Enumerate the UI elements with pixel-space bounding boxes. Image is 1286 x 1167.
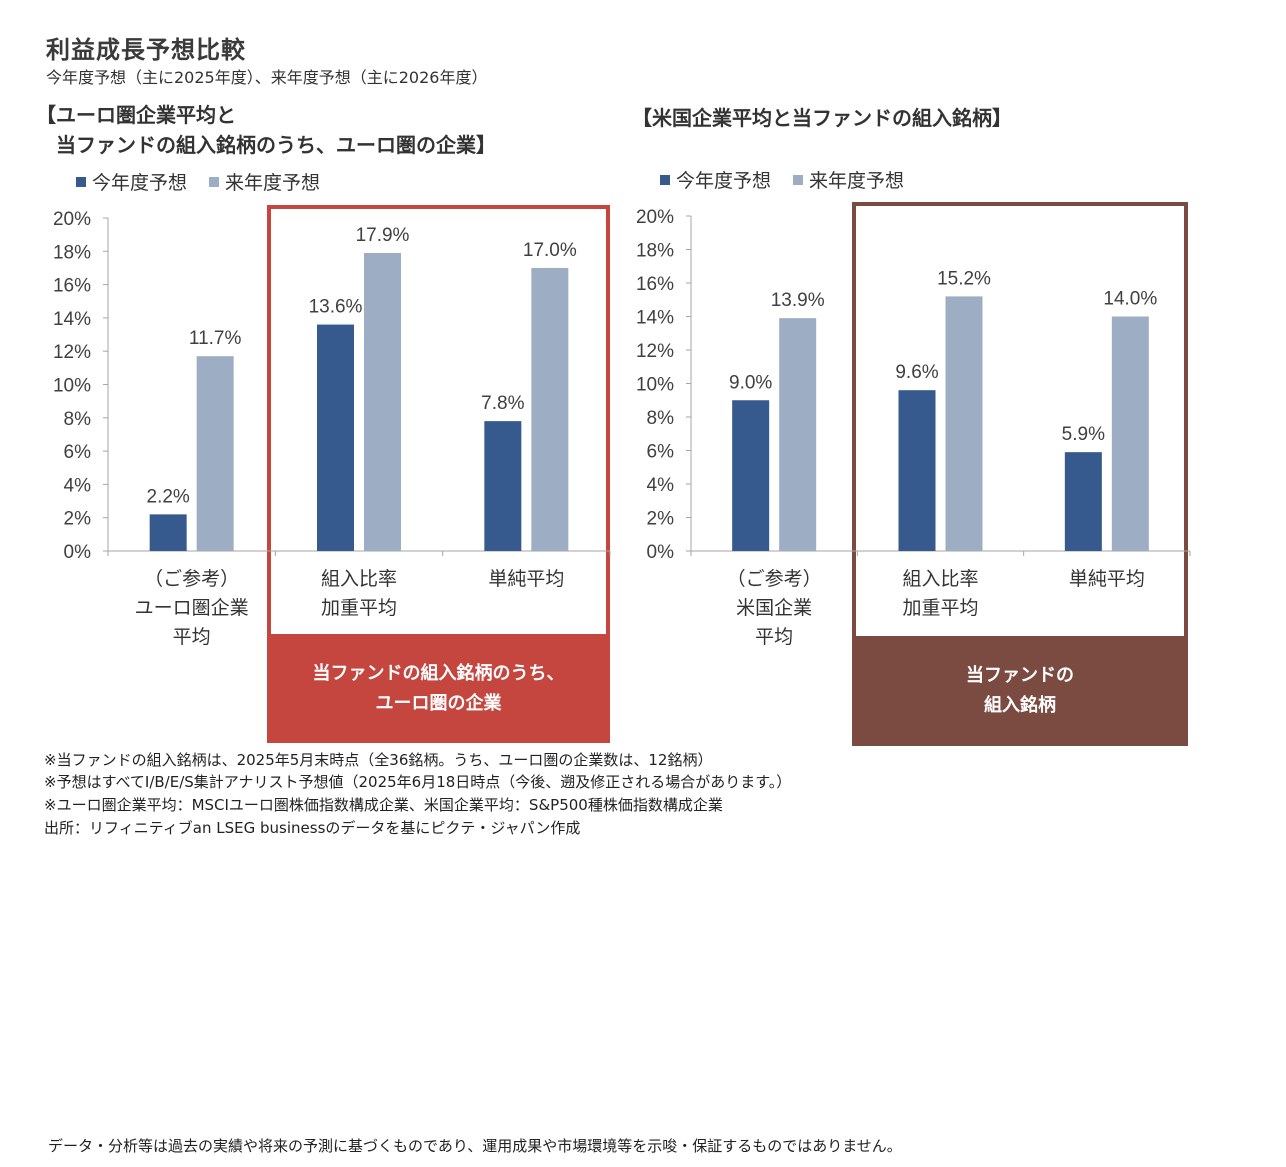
bar-next-year: [364, 252, 401, 551]
legend-swatch-this-year: [76, 176, 86, 187]
bar-this-year: [317, 324, 354, 551]
y-tick-label: 10%: [636, 375, 674, 396]
y-tick-label: 10%: [53, 376, 91, 397]
data-label: 11.7%: [189, 328, 242, 349]
y-tick-label: 8%: [647, 408, 675, 429]
note-source: 出所：リフィニティブan LSEG businessのデータを基にピクテ・ジャパ…: [44, 819, 581, 837]
bar-next-year: [1111, 316, 1149, 551]
category-label: 組入比率: [902, 568, 978, 590]
legend-swatch-this-year: [660, 174, 670, 185]
us-banner-line1: 当ファンドの: [966, 665, 1074, 686]
y-tick-label: 4%: [64, 475, 92, 496]
y-tick-label: 4%: [647, 475, 675, 496]
y-tick-label: 18%: [636, 241, 674, 262]
y-tick-label: 2%: [64, 509, 92, 530]
data-label: 13.9%: [771, 290, 825, 311]
y-tick-label: 16%: [636, 274, 674, 295]
y-tick-label: 14%: [636, 308, 674, 329]
category-label: 平均: [173, 626, 211, 648]
y-tick-label: 20%: [636, 207, 674, 228]
legend-swatch-next-year: [209, 176, 220, 187]
y-tick-label: 12%: [53, 342, 91, 363]
us-legend: 今年度予想 来年度予想: [660, 166, 926, 193]
bar-this-year: [898, 390, 936, 551]
y-tick-label: 14%: [53, 309, 91, 330]
y-tick-label: 2%: [647, 509, 675, 530]
legend-label: 今年度予想: [92, 172, 188, 194]
bar-next-year: [531, 267, 569, 551]
legend-label: 来年度予想: [809, 170, 905, 192]
legend-item-next-year: 来年度予想: [793, 166, 904, 193]
legend-item-this-year: 今年度予想: [76, 168, 187, 195]
y-tick-label: 18%: [53, 242, 91, 263]
eu-fund-banner: 当ファンドの組入銘柄のうち、 ユーロ圏の企業: [267, 634, 610, 743]
category-label: 単純平均: [1069, 568, 1145, 590]
us-banner-line2: 組入銘柄: [984, 695, 1056, 716]
bar-this-year: [484, 421, 522, 551]
category-label: 平均: [755, 626, 793, 648]
data-label: 9.6%: [895, 362, 938, 383]
eu-legend: 今年度予想 来年度予想: [76, 168, 342, 195]
data-label: 7.8%: [481, 393, 524, 414]
data-label: 2.2%: [147, 486, 190, 507]
data-label: 15.2%: [937, 268, 991, 289]
category-label: ユーロ圏企業: [135, 597, 249, 619]
category-label: （ご参考）: [727, 568, 822, 590]
disclaimer: データ・分析等は過去の実績や将来の予測に基づくものであり、運用成果や市場環境等を…: [48, 1137, 902, 1155]
y-tick-label: 12%: [636, 341, 674, 362]
category-label: 加重平均: [321, 597, 397, 619]
y-tick-label: 8%: [64, 409, 92, 430]
us-section-title: 【米国企業平均と当ファンドの組入銘柄】: [632, 106, 1012, 130]
data-label: 13.6%: [309, 297, 363, 318]
note-ibes: ※予想はすべてI/B/E/S集計アナリスト予想値（2025年6月18日時点（今後…: [44, 773, 792, 791]
y-tick-label: 0%: [64, 542, 92, 563]
eu-title-line2: 当ファンドの組入銘柄のうち、ユーロ圏の企業】: [36, 133, 496, 157]
eu-banner-line1: 当ファンドの組入銘柄のうち、: [312, 662, 565, 684]
category-label: 米国企業: [736, 597, 812, 619]
data-label: 17.0%: [523, 240, 577, 261]
bar-next-year: [196, 356, 234, 551]
bar-next-year: [779, 318, 817, 551]
y-tick-label: 20%: [53, 209, 91, 230]
page-subtitle: 今年度予想（主に2025年度）、来年度予想（主に2026年度）: [46, 68, 488, 87]
eu-section-title: 【ユーロ圏企業平均と 当ファンドの組入銘柄のうち、ユーロ圏の企業】: [36, 100, 496, 160]
y-tick-label: 0%: [647, 542, 675, 563]
bar-next-year: [945, 296, 983, 551]
category-label: 加重平均: [902, 597, 978, 619]
us-fund-banner: 当ファンドの 組入銘柄: [852, 636, 1188, 746]
note-index: ※ユーロ圏企業平均：MSCIユーロ圏株価指数構成企業、米国企業平均：S&P500…: [44, 796, 723, 814]
legend-label: 今年度予想: [676, 170, 772, 192]
page-title: 利益成長予想比較: [46, 36, 246, 64]
category-label: 組入比率: [321, 568, 397, 590]
y-tick-label: 6%: [647, 442, 675, 463]
legend-swatch-next-year: [793, 174, 804, 185]
data-label: 14.0%: [1103, 289, 1157, 310]
eu-title-line1: 【ユーロ圏企業平均と: [36, 103, 236, 127]
legend-label: 来年度予想: [225, 172, 321, 194]
category-label: （ご参考）: [144, 568, 239, 590]
data-label: 9.0%: [729, 372, 772, 393]
bar-this-year: [149, 514, 187, 551]
legend-item-this-year: 今年度予想: [660, 166, 771, 193]
data-label: 5.9%: [1062, 424, 1105, 445]
category-label: 単純平均: [488, 568, 564, 590]
legend-item-next-year: 来年度予想: [209, 168, 320, 195]
note-holdings: ※当ファンドの組入銘柄は、2025年5月末時点（全36銘柄。うち、ユーロ圏の企業…: [44, 751, 713, 769]
eu-banner-line2: ユーロ圏の企業: [375, 692, 502, 714]
bar-this-year: [732, 400, 770, 551]
data-label: 17.9%: [356, 225, 410, 246]
y-tick-label: 16%: [53, 276, 91, 297]
bar-this-year: [1064, 452, 1102, 551]
y-tick-label: 6%: [64, 442, 92, 463]
